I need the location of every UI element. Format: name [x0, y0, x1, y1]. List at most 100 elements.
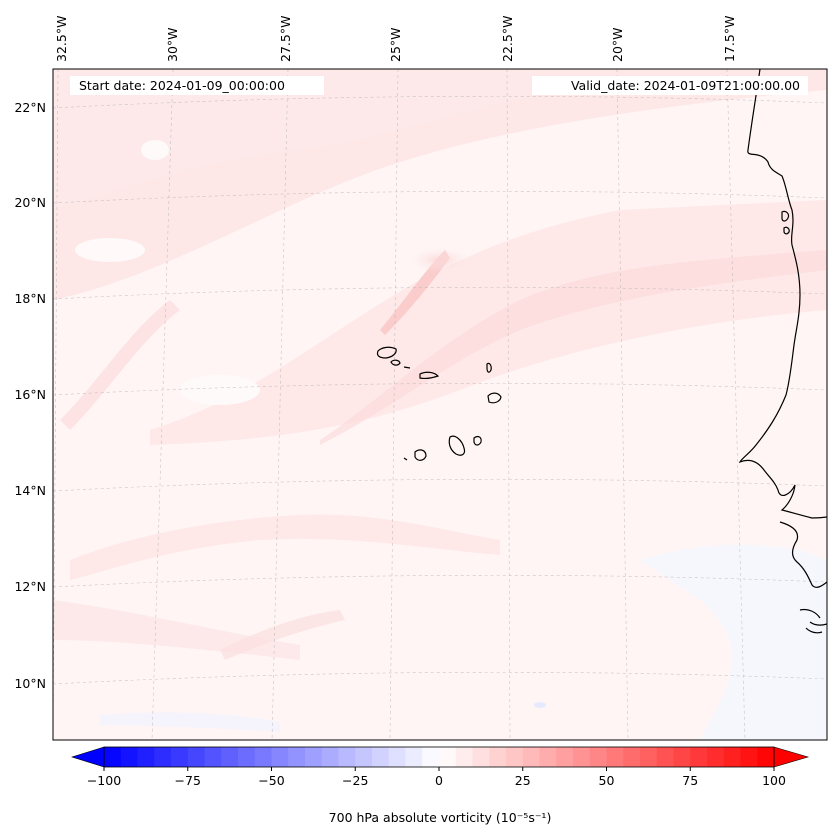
lon-label-32-5w: 32.5°W: [54, 16, 69, 62]
colorbar-cell: [355, 747, 373, 767]
colorbar-cell: [120, 747, 139, 767]
island-santo-antao: [376, 346, 397, 359]
lon-label-30w: 30°W: [165, 27, 180, 62]
latitude-labels: 22°N 20°N 18°N 16°N 14°N 12°N 10°N: [14, 100, 46, 691]
cape-verde-islands: [376, 346, 502, 461]
lon-label-17-5w: 17.5°W: [722, 16, 737, 62]
colorbar-cell: [238, 747, 256, 767]
colorbar-cell: [288, 747, 306, 767]
colorbar-extend-high: [773, 746, 810, 768]
colorbar-cell: [271, 747, 289, 767]
colorbar-cell: [422, 747, 440, 767]
coastline: [738, 69, 827, 634]
lat-label-20n: 20°N: [14, 195, 46, 210]
colorbar-tick-label: −50: [258, 773, 284, 788]
colorbar-cell: [589, 747, 608, 767]
colorbar-cell: [154, 747, 172, 767]
colorbar-cell: [204, 747, 222, 767]
island-sao-vicente: [390, 359, 401, 366]
vorticity-field: [53, 69, 827, 740]
lat-label-10n: 10°N: [14, 676, 46, 691]
colorbar-cell: [455, 747, 474, 767]
parallel-16n: [53, 382, 827, 396]
colorbar-cell: [757, 747, 775, 767]
lat-label-16n: 16°N: [14, 387, 46, 402]
colorbar-cell: [388, 747, 407, 767]
parallel-20n: [53, 190, 827, 204]
island-fogo: [414, 449, 427, 461]
valid-date-box: [532, 76, 808, 95]
colorbar-tick-label: −25: [342, 773, 368, 788]
lon-label-27-5w: 27.5°W: [278, 16, 293, 62]
colorbar-tick-label: 50: [599, 773, 615, 788]
colorbar-cell: [171, 747, 189, 767]
island-maio: [473, 436, 482, 446]
colorbar-tick-label: 75: [682, 773, 698, 788]
meridian-25w: [389, 69, 399, 740]
start-date-text: Start date: 2024-01-09_00:00:00: [79, 78, 285, 93]
lat-label-14n: 14°N: [14, 483, 46, 498]
meridian-30w: [151, 69, 174, 740]
parallel-12n: [53, 574, 827, 588]
colorbar-tick-label: −100: [87, 773, 121, 788]
island-santa-luzia: [403, 366, 411, 369]
island-sao-nicolau: [419, 371, 440, 379]
colorbar-tick-label: 25: [515, 773, 531, 788]
africa-coastline: [738, 69, 827, 519]
meridian-22-5w: [506, 69, 511, 740]
colorbar-cell: [606, 747, 624, 767]
parallel-18n: [53, 286, 827, 300]
colorbar-tick-label: 0: [435, 773, 443, 788]
colorbar-label: 700 hPa absolute vorticity (10⁻⁵s⁻¹): [329, 810, 552, 825]
meridian-17-5w: [726, 69, 746, 740]
colorbar: −100 −75 −50 −25 0 25 50 75 100 700 hPa absolute…: [70, 746, 810, 825]
colorbar-cell: [338, 747, 356, 767]
colorbar-cell: [673, 747, 691, 767]
colorbar-cell: [522, 747, 541, 767]
valid-date-text: Valid_date: 2024-01-09T21:00:00.00: [571, 78, 800, 93]
colorbar-cell: [254, 747, 273, 767]
colorbar-cell: [372, 747, 390, 767]
africa-coastline-south: [779, 521, 827, 588]
lat-label-12n: 12°N: [14, 579, 46, 594]
colorbar-cell: [489, 747, 507, 767]
meridian-32-5w: [53, 69, 59, 740]
map-panel: [52, 68, 828, 741]
date-stamps: Start date: 2024-01-09_00:00:00 Valid_da…: [70, 76, 808, 95]
island-sal: [486, 362, 492, 373]
colorbar-cell: [573, 747, 591, 767]
colorbar-cell: [506, 747, 524, 767]
lat-label-22n: 22°N: [14, 100, 46, 115]
colorbar-tick-label: −75: [175, 773, 201, 788]
parallel-22n: [53, 95, 827, 109]
colorbar-ticks: −100 −75 −50 −25 0 25 50 75 100: [87, 767, 786, 788]
colorbar-cell: [472, 747, 490, 767]
colorbar-cell: [104, 747, 122, 767]
colorbar-cell: [187, 747, 206, 767]
colorbar-cell: [321, 747, 340, 767]
coastal-islands: [799, 608, 827, 634]
colorbar-cell: [305, 747, 323, 767]
map-frame: [52, 68, 828, 741]
start-date-box: [70, 76, 324, 95]
coastal-island-2: [783, 226, 790, 235]
colorbar-cell: [405, 747, 423, 767]
island-brava: [403, 457, 408, 461]
colorbar-cell: [740, 747, 758, 767]
lon-label-25w: 25°W: [388, 27, 403, 62]
parallel-10n: [53, 671, 827, 685]
colorbar-cell: [707, 747, 725, 767]
colorbar-cell: [221, 747, 239, 767]
colorbar-tick-label: 100: [762, 773, 786, 788]
colorbar-cell: [539, 747, 557, 767]
colorbar-cell: [656, 747, 675, 767]
colorbar-cell: [640, 747, 658, 767]
island-santiago: [448, 435, 466, 456]
colorbar-cell: [690, 747, 708, 767]
graticule: [53, 69, 827, 740]
parallel-14n: [53, 478, 827, 492]
meridian-20w: [616, 69, 629, 740]
coastal-island-1: [781, 210, 790, 222]
colorbar-cell: [623, 747, 641, 767]
